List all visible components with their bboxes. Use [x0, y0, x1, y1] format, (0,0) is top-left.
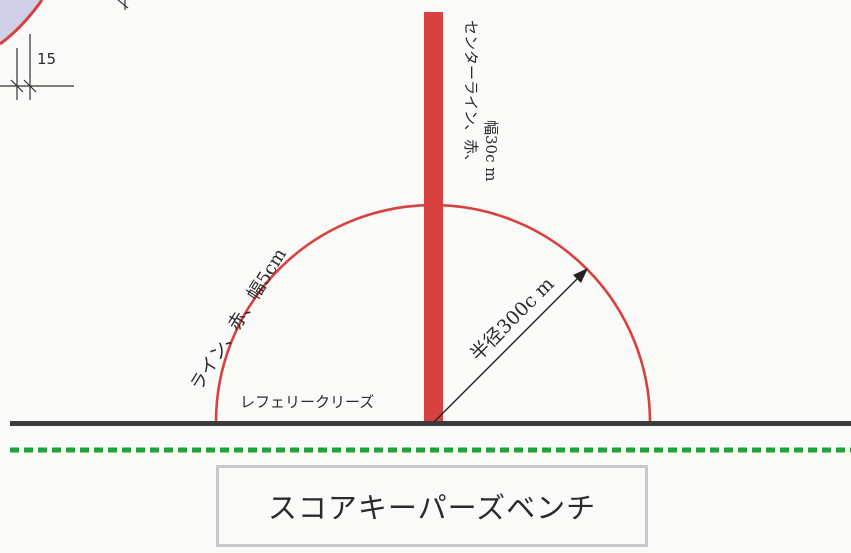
radius-arrow-shaft	[433, 273, 583, 423]
sideline	[10, 421, 851, 426]
dimension-label-15: 15	[37, 50, 56, 68]
dimension-tick-a	[10, 79, 24, 93]
radius-label: 半径300c m	[466, 273, 559, 366]
corner-circle-edge	[0, 0, 44, 46]
referee-crease-label: レフェリークリーズ	[240, 393, 374, 411]
corner-detail: 15	[0, 0, 129, 100]
scorekeepers-bench: スコアキーパーズベンチ	[216, 465, 648, 547]
center-line-label-2: 幅30c m	[482, 120, 500, 181]
radius-arrow-head	[573, 268, 588, 283]
dimension-tick-b	[23, 79, 37, 93]
center-line-label-1: センターライン、赤、	[462, 20, 480, 169]
center-line	[424, 12, 443, 424]
corner-circle-fragment	[0, 0, 42, 44]
arc-line-label: ライン、赤、幅5cm	[186, 245, 290, 395]
top-edge-tick	[117, 0, 129, 9]
scorekeepers-bench-label: スコアキーパーズベンチ	[267, 491, 597, 525]
radius-arrow	[433, 268, 588, 423]
